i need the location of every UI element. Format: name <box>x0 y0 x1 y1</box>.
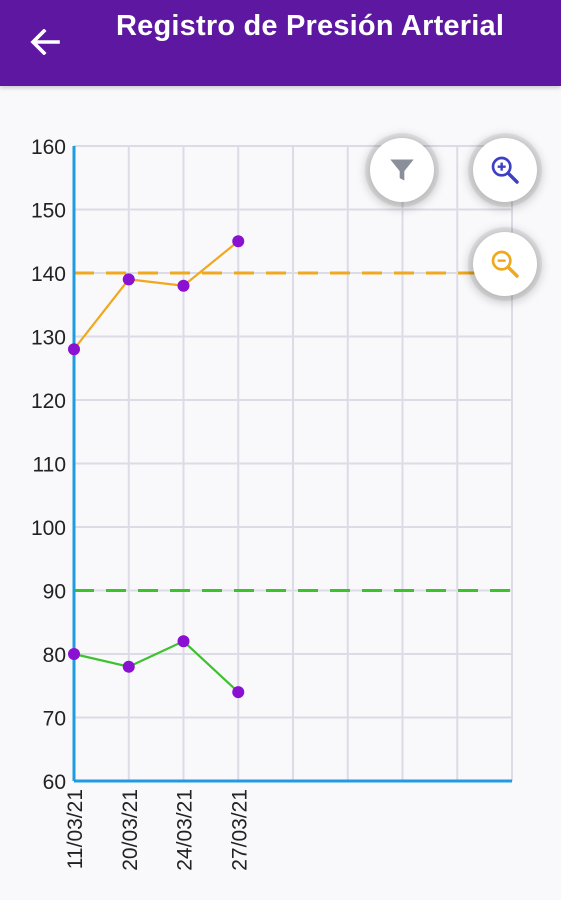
x-tick-label: 11/03/21 <box>64 789 87 869</box>
zoom-in-icon <box>491 156 519 184</box>
y-tick-label: 70 <box>43 708 66 731</box>
x-tick-label: 20/03/21 <box>119 789 142 871</box>
y-tick-label: 80 <box>43 644 66 667</box>
zoom-out-button[interactable] <box>473 232 537 296</box>
y-tick-label: 60 <box>43 771 66 794</box>
data-point <box>232 686 245 699</box>
y-tick-label: 120 <box>31 390 66 413</box>
app-bar: Registro de Presión Arterial <box>0 0 561 86</box>
filter-icon <box>390 159 414 181</box>
series-line <box>73 240 239 350</box>
y-tick-label: 110 <box>33 454 66 477</box>
blood-pressure-chart: 60 70 80 90 100 110 120 130 140 150 160 11/03/21 20/… <box>0 86 561 900</box>
data-point <box>232 235 245 248</box>
data-point <box>122 273 135 286</box>
page-title: Registro de Presión Arterial <box>116 10 505 42</box>
data-point <box>68 343 80 356</box>
filter-button[interactable] <box>370 138 434 202</box>
data-point <box>177 635 190 648</box>
y-tick-label: 90 <box>43 581 66 604</box>
back-button[interactable] <box>22 22 68 62</box>
zoom-in-button[interactable] <box>473 138 537 202</box>
data-point <box>177 279 190 292</box>
data-point <box>122 660 135 673</box>
y-tick-label: 140 <box>31 263 66 286</box>
x-tick-label: 24/03/21 <box>174 789 197 871</box>
data-point <box>68 648 80 660</box>
arrow-left-icon <box>30 29 60 55</box>
zoom-out-icon <box>491 250 519 278</box>
y-tick-label: 160 <box>31 136 66 159</box>
y-tick-label: 150 <box>31 200 66 223</box>
y-tick-label: 100 <box>31 517 66 540</box>
x-tick-label: 27/03/21 <box>228 789 251 871</box>
chart-canvas: 60 70 80 90 100 110 120 130 140 150 160 11/03/21 20/… <box>31 136 513 871</box>
y-tick-label: 130 <box>31 327 66 350</box>
series-line <box>73 639 239 693</box>
